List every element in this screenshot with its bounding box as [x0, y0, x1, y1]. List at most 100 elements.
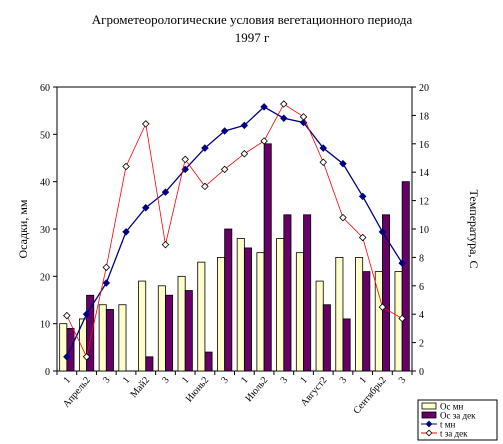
- bar-os-za-dek: [303, 214, 312, 372]
- bar-os-mn: [295, 252, 304, 372]
- legend-label: Ос мн: [440, 402, 463, 412]
- y-tick-label: 40: [40, 178, 50, 189]
- point-t-za-dek: [220, 165, 229, 174]
- bar-os-za-dek: [86, 294, 95, 372]
- x-tick-label: 1: [180, 375, 192, 386]
- x-tick-label: 1: [298, 375, 310, 386]
- legend-label: t за дек: [440, 429, 468, 439]
- bar-os-za-dek: [382, 214, 391, 372]
- x-tick-label: 3: [160, 375, 172, 386]
- point-t-mn: [398, 259, 406, 267]
- point-t-mn: [280, 114, 288, 123]
- x-tick-label: 3: [219, 375, 231, 386]
- line-t-mn: [66, 106, 403, 358]
- bar-os-za-dek: [105, 309, 114, 372]
- point-t-za-dek: [63, 311, 71, 320]
- point-t-mn: [141, 203, 150, 212]
- bar-os-mn: [98, 304, 107, 372]
- y2-tick-label: 4: [419, 310, 424, 321]
- y-tick-label: 60: [40, 83, 50, 94]
- chart-subtitle: 1997 г: [235, 30, 270, 45]
- point-t-za-dek: [82, 353, 91, 361]
- line-t-za-dek: [66, 103, 403, 359]
- legend-label: Ос за дек: [440, 411, 476, 421]
- bar-os-mn: [256, 252, 265, 372]
- x-tick-label: Май2: [128, 375, 152, 400]
- bar-os-za-dek: [283, 214, 292, 372]
- bar-os-mn: [355, 256, 364, 372]
- bar-os-mn: [236, 238, 245, 372]
- point-t-mn: [319, 144, 328, 152]
- bar-os-mn: [59, 323, 68, 372]
- y-tick-label: 0: [45, 367, 50, 378]
- bar-os-za-dek: [342, 318, 351, 372]
- y2-axis-label: Температура, С: [467, 190, 481, 269]
- legend-marker: [425, 429, 433, 437]
- y2-tick-label: 18: [419, 111, 429, 122]
- point-t-za-dek: [240, 149, 249, 158]
- point-t-za-dek: [161, 240, 170, 249]
- y2-tick-label: 20: [419, 83, 429, 94]
- bar-os-mn: [177, 275, 186, 372]
- bar-os-mn: [394, 271, 403, 372]
- x-tick-label: Сентябрь2: [351, 375, 388, 417]
- x-tick-label: 1: [239, 375, 251, 386]
- data-marks: [59, 100, 410, 372]
- point-t-za-dek: [339, 213, 347, 222]
- point-t-za-dek: [319, 158, 328, 167]
- x-tick-label: 1: [121, 375, 133, 386]
- point-t-mn: [240, 121, 249, 130]
- point-t-mn: [260, 103, 268, 111]
- point-t-za-dek: [181, 155, 189, 164]
- bar-os-za-dek: [204, 351, 213, 372]
- bar-os-za-dek: [224, 228, 233, 372]
- bar-os-mn: [217, 256, 226, 372]
- point-t-za-dek: [398, 314, 406, 323]
- point-t-mn: [82, 310, 91, 318]
- point-t-mn: [122, 228, 130, 236]
- bar-os-za-dek: [165, 294, 174, 372]
- point-t-za-dek: [122, 162, 130, 171]
- bar-os-za-dek: [322, 304, 331, 372]
- plot-frame: [56, 86, 413, 372]
- legend-swatch: [421, 411, 437, 419]
- bar-os-za-dek: [243, 247, 252, 372]
- bar-os-za-dek: [362, 271, 371, 372]
- bar-os-mn: [276, 238, 285, 372]
- legend-swatch: [421, 402, 437, 410]
- bar-os-za-dek: [263, 143, 272, 372]
- point-t-mn: [102, 279, 111, 287]
- point-t-mn: [201, 144, 209, 152]
- bar-os-za-dek: [401, 181, 410, 372]
- point-t-mn: [358, 192, 367, 201]
- y2-tick-label: 6: [419, 282, 424, 293]
- bar-os-mn: [157, 285, 166, 372]
- point-t-mn: [161, 188, 170, 196]
- y2-tick-label: 14: [419, 168, 429, 179]
- y2-tick-label: 16: [419, 140, 429, 151]
- point-t-za-dek: [102, 263, 111, 272]
- bar-os-mn: [315, 280, 324, 372]
- point-t-mn: [63, 353, 71, 361]
- point-t-mn: [339, 159, 347, 168]
- y2-tick-label: 8: [419, 253, 424, 264]
- point-t-za-dek: [260, 137, 268, 145]
- legend-label: t мн: [440, 420, 455, 430]
- point-t-mn: [220, 127, 229, 135]
- y-axis-label: Осадки, мм: [16, 199, 30, 258]
- bar-os-mn: [197, 261, 206, 372]
- x-tick-label: 3: [338, 375, 350, 386]
- y2-tick-label: 2: [419, 339, 424, 350]
- bar-os-za-dek: [184, 290, 193, 372]
- point-t-za-dek: [280, 100, 288, 108]
- x-tick-label: 1: [62, 375, 74, 386]
- x-tick-label: 3: [397, 375, 409, 386]
- y-tick-label: 30: [40, 225, 50, 236]
- bar-os-mn: [335, 256, 344, 372]
- point-t-mn: [378, 228, 387, 236]
- chart-title: Агрометеорологические условия вегетацион…: [92, 12, 413, 27]
- bar-os-za-dek: [145, 356, 154, 372]
- point-t-za-dek: [201, 182, 209, 191]
